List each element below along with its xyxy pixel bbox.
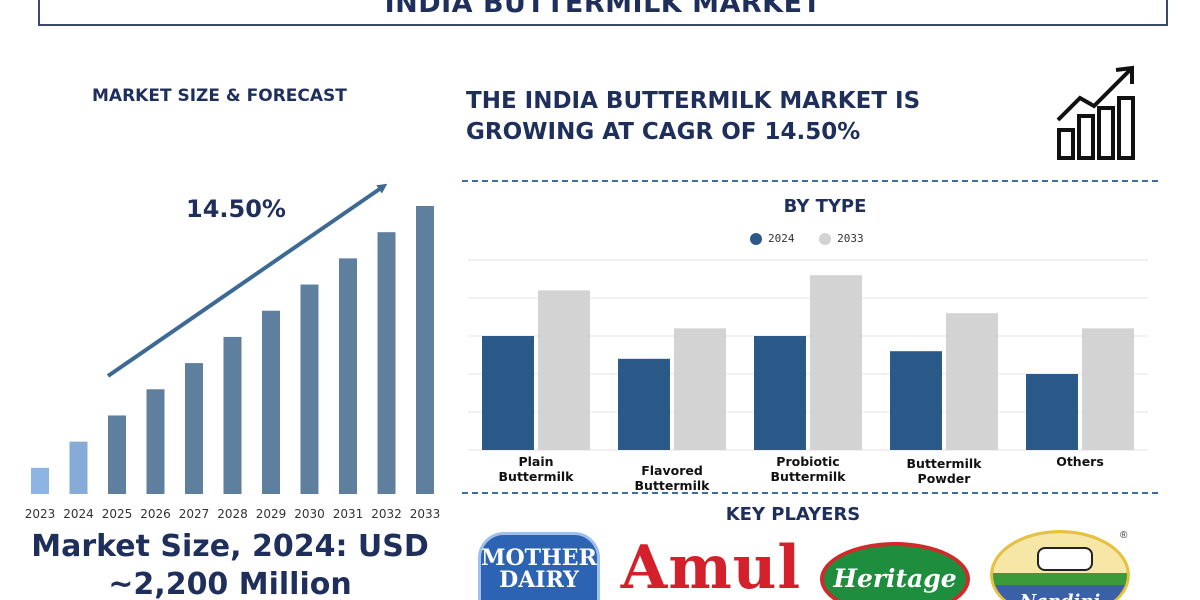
legend-label-2024: 2024 bbox=[768, 232, 795, 245]
forecast-bar-2030 bbox=[300, 284, 319, 494]
mother-dairy-logo: MOTHER DAIRY bbox=[478, 532, 600, 600]
bar-2024-buttermilk-powder bbox=[890, 351, 942, 450]
mother-dairy-logo-text-2: DAIRY bbox=[499, 567, 579, 593]
mother-dairy-logo-text-1: MOTHER bbox=[481, 545, 597, 571]
category-label: Flavored Buttermilk bbox=[635, 463, 711, 490]
legend-dot-2033 bbox=[819, 232, 832, 245]
forecast-year-label: 2023 bbox=[25, 507, 56, 521]
category-label: Others bbox=[1056, 454, 1104, 469]
growth-chart-icon bbox=[1056, 65, 1135, 160]
bar-2024-probiotic-buttermilk bbox=[754, 336, 806, 450]
forecast-year-label: 2024 bbox=[63, 507, 94, 521]
by-type-heading: BY TYPE bbox=[783, 196, 867, 217]
market-forecast-chart: 2023 2024 2025 2026 2027 2028 2029 2030 2031 2032… bbox=[25, 183, 441, 521]
bar-2033-others bbox=[1082, 328, 1134, 450]
market-size-text: Market Size, 2024: USD ~2,200 Million bbox=[20, 528, 440, 600]
forecast-bar-2024 bbox=[69, 441, 88, 494]
category-label: Probiotic Buttermilk bbox=[771, 454, 847, 484]
amul-logo: Amul bbox=[620, 533, 802, 600]
cow-icon bbox=[1037, 547, 1093, 571]
forecast-year-label: 2025 bbox=[102, 507, 133, 521]
forecast-bar-2027 bbox=[185, 363, 203, 494]
nandini-logo-text: Nandini bbox=[993, 591, 1127, 600]
forecast-bar-2033 bbox=[416, 206, 434, 494]
forecast-year-label: 2032 bbox=[371, 507, 402, 521]
forecast-bar-2031 bbox=[339, 258, 357, 494]
forecast-bar-2032 bbox=[377, 232, 396, 494]
registered-mark-icon: ® bbox=[1120, 530, 1128, 541]
section-divider-top bbox=[462, 180, 1158, 182]
market-size-line-2: ~2,200 Million bbox=[108, 567, 352, 600]
forecast-year-label: 2030 bbox=[294, 507, 325, 521]
bar-2024-flavored-buttermilk bbox=[618, 358, 670, 450]
category-label: Plain Buttermilk bbox=[499, 454, 575, 484]
bar-2024-plain-buttermilk bbox=[482, 336, 534, 450]
bar-2033-plain-buttermilk bbox=[538, 290, 590, 450]
page-title: INDIA BUTTERMILK MARKET bbox=[384, 0, 822, 19]
forecast-bar-2028 bbox=[223, 336, 242, 494]
legend-item-2024: 2024 bbox=[750, 232, 795, 245]
forecast-year-label: 2027 bbox=[179, 507, 210, 521]
forecast-bar-2025 bbox=[108, 415, 126, 494]
headline-line-2: GROWING AT CAGR OF 14.50% bbox=[466, 119, 861, 145]
forecast-year-label: 2031 bbox=[333, 507, 364, 521]
bar-2024-others bbox=[1026, 374, 1078, 450]
legend-dot-2024 bbox=[750, 232, 762, 245]
cagr-annotation: 14.50% bbox=[186, 195, 286, 223]
market-size-heading: MARKET SIZE & FORECAST bbox=[92, 86, 347, 106]
cagr-headline: THE INDIA BUTTERMILK MARKET IS GROWING A… bbox=[466, 86, 1006, 148]
headline-line-1: THE INDIA BUTTERMILK MARKET IS bbox=[466, 88, 921, 114]
bar-2033-probiotic-buttermilk bbox=[810, 275, 862, 450]
forecast-year-label: 2029 bbox=[256, 507, 287, 521]
forecast-bar-2023 bbox=[31, 467, 49, 494]
nandini-logo: Nandini bbox=[990, 530, 1130, 600]
heritage-logo: Heritage bbox=[820, 542, 970, 600]
key-players-heading: KEY PLAYERS bbox=[725, 504, 861, 525]
by-type-chart: Plain Buttermilk Flavored Buttermilk Probiot… bbox=[468, 259, 1148, 490]
forecast-year-label: 2033 bbox=[410, 507, 441, 521]
bar-2033-buttermilk-powder bbox=[946, 313, 998, 450]
growth-arrow bbox=[106, 183, 388, 378]
section-divider-bottom bbox=[462, 492, 1158, 494]
title-banner: INDIA BUTTERMILK MARKET bbox=[38, 0, 1168, 26]
forecast-bar-2029 bbox=[262, 310, 280, 494]
nandini-logo-grass bbox=[993, 573, 1127, 586]
forecast-bar-2026 bbox=[146, 389, 165, 494]
bar-2033-flavored-buttermilk bbox=[674, 328, 726, 450]
chart-legend: 2024 2033 bbox=[750, 232, 882, 248]
category-label: Buttermilk Powder bbox=[907, 456, 983, 486]
legend-label-2033: 2033 bbox=[837, 232, 864, 245]
market-size-line-1: Market Size, 2024: USD bbox=[31, 529, 429, 564]
forecast-year-label: 2026 bbox=[140, 507, 171, 521]
legend-item-2033: 2033 bbox=[819, 232, 864, 245]
forecast-year-label: 2028 bbox=[217, 507, 248, 521]
